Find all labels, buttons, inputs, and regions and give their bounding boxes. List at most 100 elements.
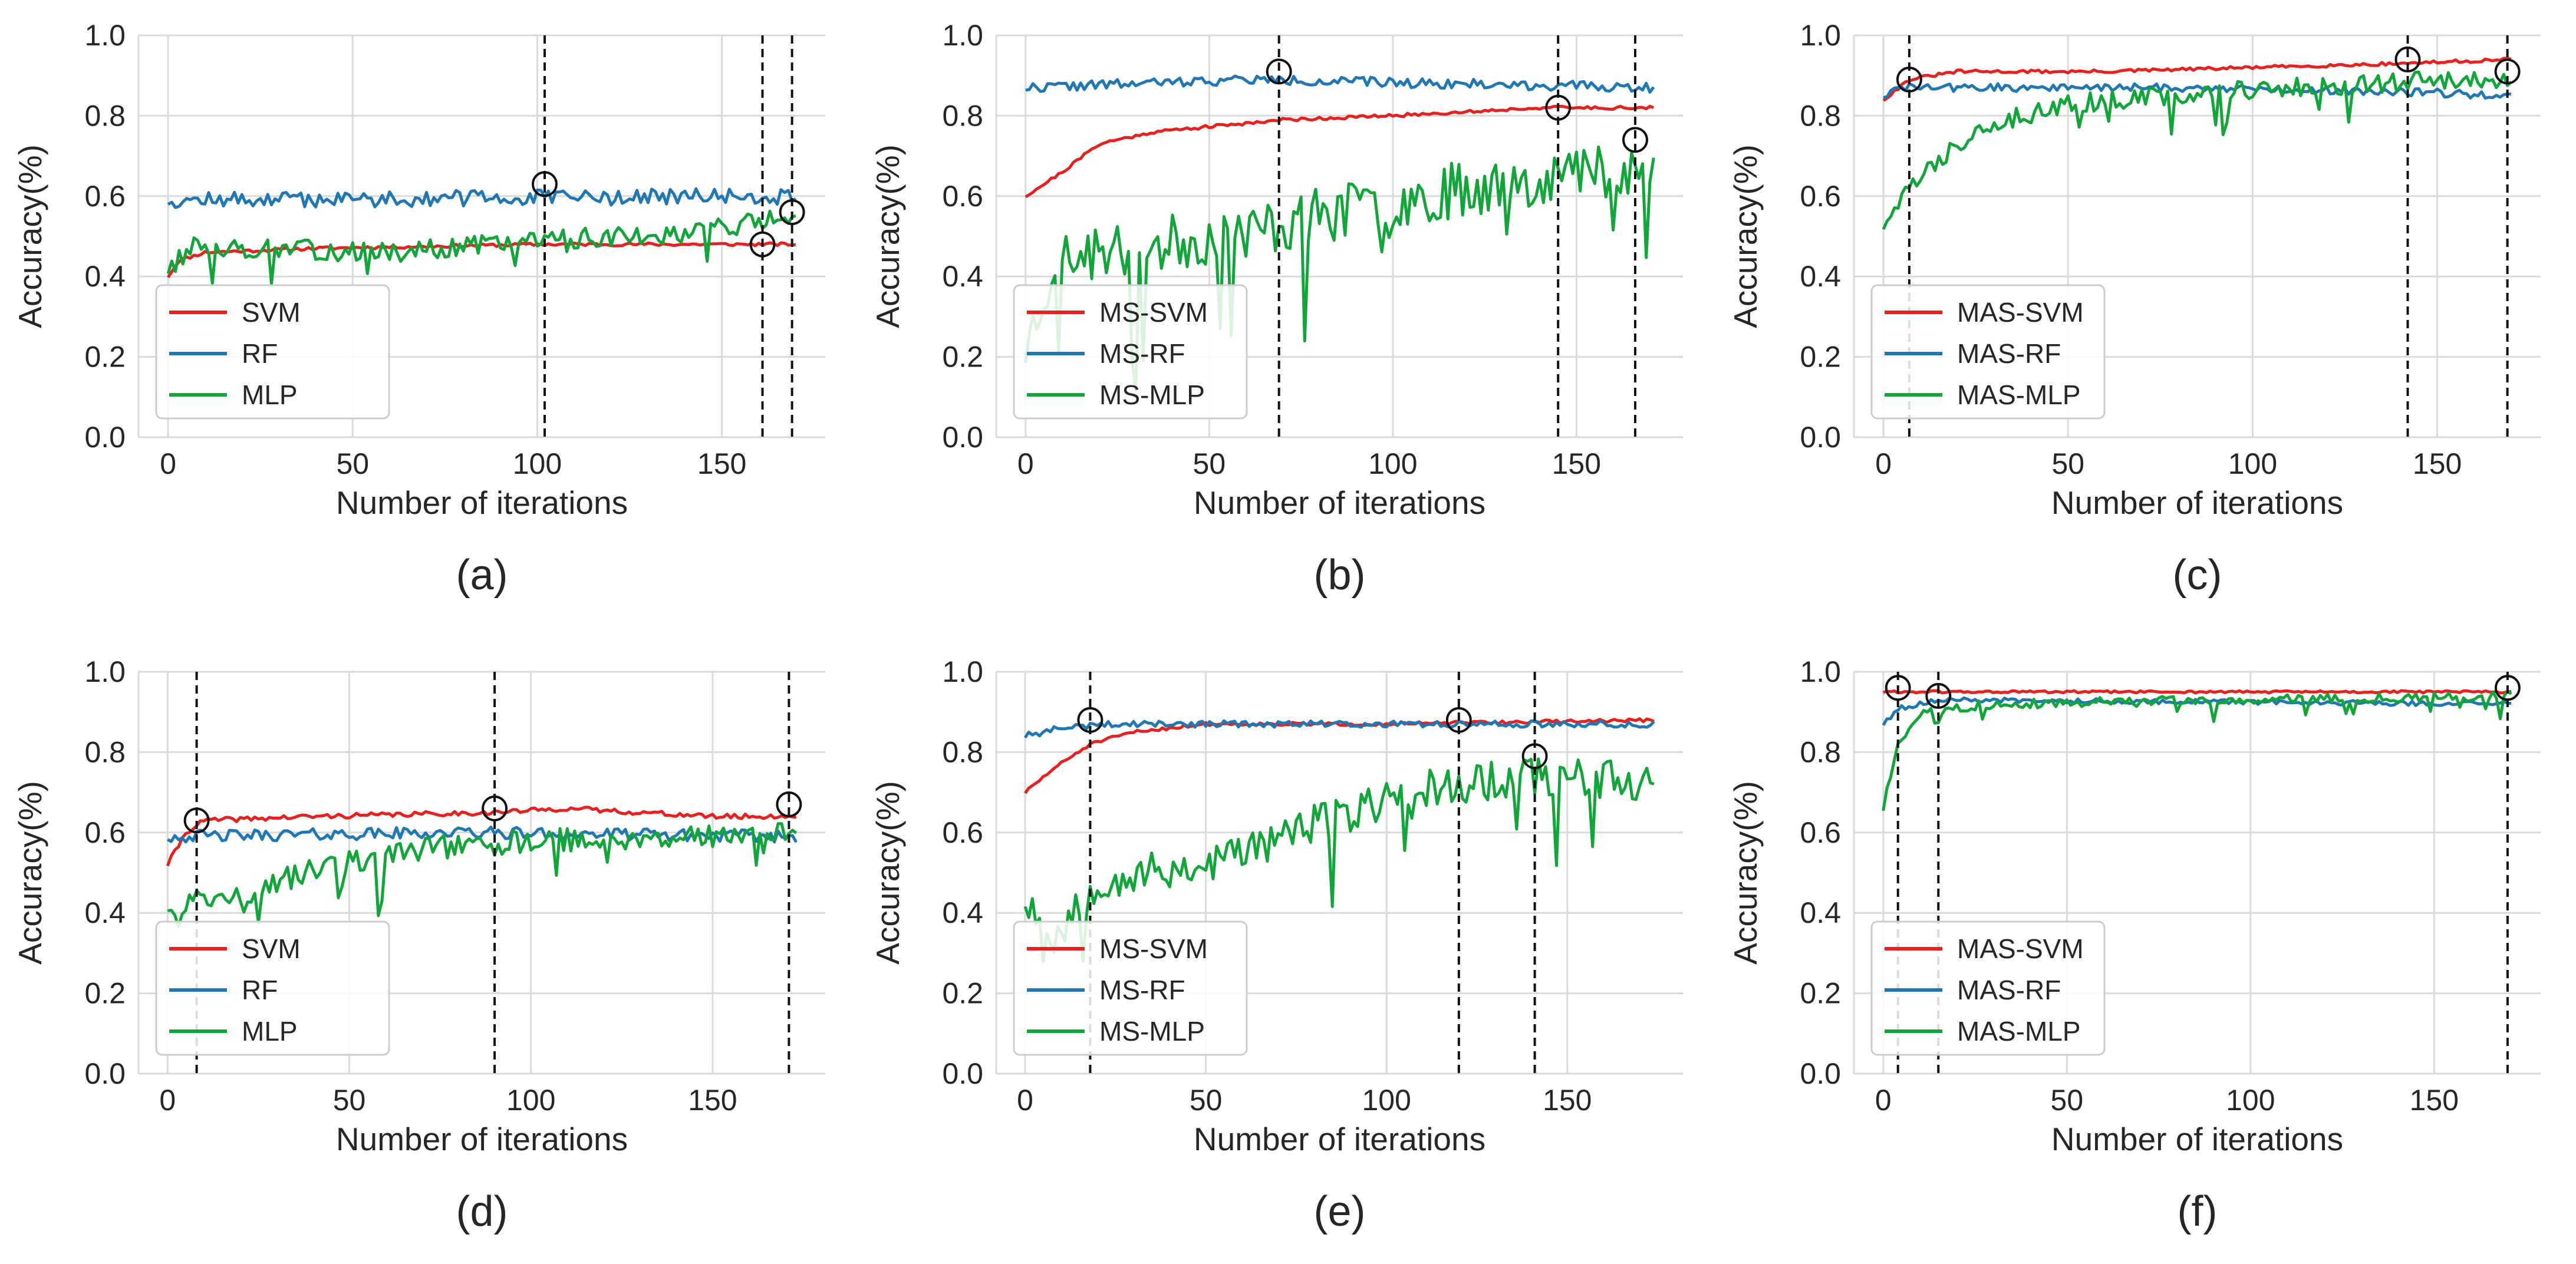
y-tick-label: 0.2	[84, 341, 126, 374]
best-accuracy-marker	[1885, 675, 1911, 701]
x-tick-label: 50	[2051, 447, 2084, 480]
x-tick-label: 50	[2051, 1084, 2084, 1117]
legend-label: SVM	[242, 933, 301, 964]
x-tick-label: 100	[506, 1084, 555, 1117]
legend-label: MS-MLP	[1099, 379, 1205, 410]
legend-label: SVM	[242, 297, 301, 328]
x-axis-title: Number of iterations	[336, 484, 628, 521]
x-tick-label: 50	[1193, 447, 1226, 480]
best-accuracy-marker	[1622, 127, 1649, 153]
y-tick-label: 0.0	[942, 421, 983, 454]
y-tick-label: 0.2	[1800, 977, 1841, 1010]
x-axis-title: Number of iterations	[1194, 484, 1485, 521]
legend-label: RF	[242, 975, 278, 1005]
series-line-mas-mlp	[1882, 70, 2512, 230]
x-tick-label: 150	[2413, 447, 2462, 480]
y-tick-label: 0.4	[84, 896, 126, 929]
legend-label: MLP	[242, 1016, 298, 1047]
x-tick-label: 100	[2226, 1084, 2275, 1117]
y-axis-title: Accuracy(%)	[12, 781, 48, 965]
legend-label: MAS-RF	[1957, 975, 2061, 1005]
y-tick-label: 0.6	[942, 816, 983, 849]
x-tick-label: 150	[1543, 1084, 1592, 1117]
best-accuracy-marker	[482, 795, 508, 821]
y-axis-title: Accuracy(%)	[869, 144, 906, 328]
x-axis-title: Number of iterations	[336, 1121, 628, 1157]
x-tick-label: 100	[2228, 447, 2277, 480]
best-accuracy-marker	[2494, 58, 2521, 85]
series-line-ms-svm	[1024, 717, 1655, 794]
x-tick-label: 150	[2410, 1084, 2459, 1117]
best-accuracy-marker	[1925, 682, 1952, 709]
y-tick-label: 0.4	[84, 260, 126, 293]
y-tick-label: 0.0	[84, 421, 126, 454]
x-tick-label: 0	[1017, 1084, 1033, 1117]
y-tick-label: 0.4	[942, 260, 983, 293]
y-tick-label: 0.2	[1800, 341, 1841, 374]
y-tick-label: 0.6	[84, 180, 126, 213]
best-accuracy-marker	[2394, 46, 2421, 72]
y-tick-label: 1.0	[1800, 655, 1841, 688]
y-tick-label: 0.0	[1800, 421, 1841, 454]
y-tick-label: 0.8	[84, 99, 126, 132]
series-line-mlp	[166, 209, 796, 286]
best-accuracy-marker	[1077, 707, 1103, 733]
legend-label: MAS-MLP	[1957, 1016, 2081, 1047]
y-tick-label: 1.0	[942, 655, 983, 688]
panel-label: (b)	[1314, 552, 1366, 599]
panel-label: (f)	[2178, 1188, 2218, 1235]
best-accuracy-marker	[2494, 675, 2521, 701]
x-tick-label: 100	[1368, 447, 1417, 480]
y-tick-label: 0.8	[1800, 99, 1841, 132]
x-tick-label: 50	[336, 447, 369, 480]
y-tick-label: 0.6	[1800, 180, 1841, 213]
best-accuracy-marker	[1445, 707, 1472, 733]
y-tick-label: 1.0	[84, 655, 126, 688]
x-tick-label: 0	[160, 447, 176, 480]
legend-box	[1870, 920, 2106, 1056]
y-tick-label: 0.4	[1800, 260, 1841, 293]
y-axis-title: Accuracy(%)	[1727, 144, 1764, 328]
y-axis-title: Accuracy(%)	[12, 144, 48, 328]
best-accuracy-marker	[1896, 67, 1922, 93]
y-tick-label: 0.2	[942, 977, 983, 1010]
panel-label: (c)	[2173, 552, 2222, 599]
best-accuracy-marker	[1545, 94, 1572, 121]
y-tick-label: 0.0	[942, 1057, 983, 1090]
legend-label: MAS-SVM	[1957, 933, 2084, 964]
legend-box	[155, 284, 390, 420]
legend-label: MAS-MLP	[1957, 379, 2081, 410]
legend-label: MS-MLP	[1099, 1016, 1205, 1047]
x-axis-title: Number of iterations	[1194, 1121, 1485, 1157]
series-line-svm	[167, 241, 796, 279]
x-tick-label: 150	[697, 447, 746, 480]
legend-label: MS-RF	[1099, 975, 1185, 1005]
chart-panel-2: 0.0 0.2 0.4 0.6 0.8 1.0 0 50 100 150 Number of ite…	[869, 19, 1683, 599]
y-tick-label: 0.2	[942, 341, 983, 374]
x-tick-label: 0	[1875, 447, 1892, 480]
y-tick-label: 0.4	[1800, 896, 1841, 929]
best-accuracy-marker	[1521, 743, 1548, 770]
series-line-mlp	[167, 822, 798, 928]
legend-label: MS-RF	[1099, 338, 1185, 369]
legend-box	[1013, 920, 1248, 1056]
panel-label: (e)	[1314, 1188, 1366, 1235]
y-axis-title: Accuracy(%)	[1727, 781, 1764, 965]
y-tick-label: 1.0	[942, 19, 983, 52]
best-accuracy-marker	[183, 807, 210, 834]
y-tick-label: 0.8	[1800, 735, 1841, 768]
x-tick-label: 150	[688, 1084, 737, 1117]
legend-label: MLP	[242, 379, 298, 410]
y-tick-label: 1.0	[1800, 19, 1841, 52]
chart-panel-6: 0.0 0.2 0.4 0.6 0.8 1.0 0 50 100 150 Number of ite…	[1727, 655, 2541, 1235]
series-line-ms-rf	[1024, 719, 1655, 739]
x-axis-title: Number of iterations	[2051, 484, 2343, 521]
y-tick-label: 1.0	[84, 19, 126, 52]
chart-panel-5: 0.0 0.2 0.4 0.6 0.8 1.0 0 50 100 150 Number of ite…	[869, 655, 1683, 1235]
series-line-mas-svm	[1882, 57, 2512, 102]
y-tick-label: 0.4	[942, 896, 983, 929]
x-tick-label: 100	[1362, 1084, 1411, 1117]
y-tick-label: 0.2	[84, 977, 126, 1010]
series-line-mas-rf	[1883, 82, 2512, 100]
